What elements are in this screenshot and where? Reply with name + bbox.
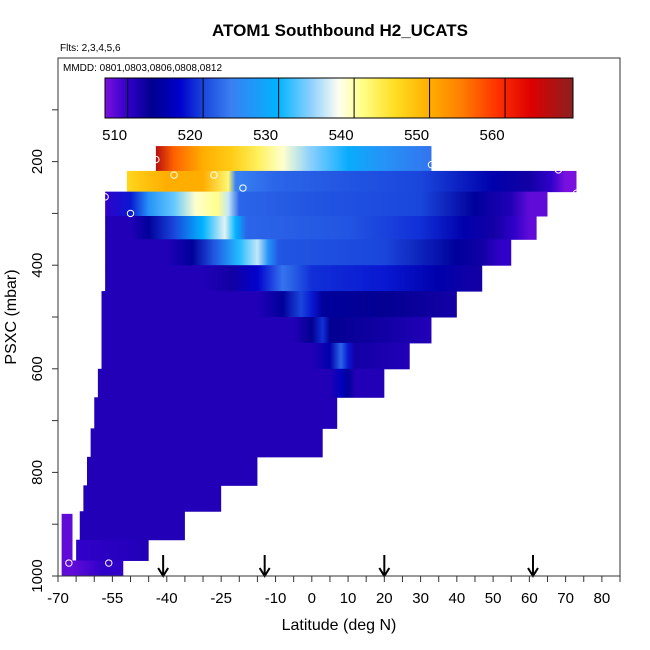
heatmap-layer [72,560,124,577]
sample-point [152,155,160,164]
heatmap-layer [105,191,548,217]
x-tick-label: -25 [210,590,232,607]
x-axis-label: Latitude (deg N) [282,617,397,634]
sample-point [101,193,109,201]
x-tick-label: 0 [308,590,316,607]
heatmap-layers [61,146,577,577]
x-tick-label: 50 [485,590,502,607]
sample-point [239,184,247,192]
heatmap-layer [87,456,258,486]
heatmap-layer [79,511,185,541]
sample-point [65,559,73,567]
y-tick-label: 400 [29,253,46,278]
y-tick-label: 800 [29,460,46,485]
heatmap-layer [126,170,577,193]
colorbar-tick-label: 560 [480,127,505,144]
x-tick-label: 40 [448,590,465,607]
heatmap-layer [105,215,537,240]
chart-title: ATOM1 Southbound H2_UCATS [212,21,468,40]
x-tick-label: 60 [521,590,538,607]
colorbar-tick-label: 530 [253,127,278,144]
flight-arrows [157,555,539,578]
x-axis: -70 -55 -40 -25 -10 0 10 20 30 40 50 60 70 80 [47,576,621,607]
colorbar-ramp [104,77,574,119]
colorbar-ticks: 510 520 530 540 550 560 [102,78,506,144]
x-tick-label: 30 [412,590,429,607]
sample-point [210,171,218,179]
x-tick-label: -40 [156,590,178,607]
x-tick-label: 20 [376,590,393,607]
x-tick-label: -70 [47,590,69,607]
sample-point [170,171,178,179]
colorbar: 510 520 530 540 550 560 [102,77,574,144]
colorbar-tick-label: 550 [404,127,429,144]
subtitle-flights: Flts: 2,3,4,5,6 [60,43,121,54]
sample-points [65,155,581,567]
sample-point [362,404,370,412]
y-tick-label: 600 [29,356,46,381]
heatmap-layer [105,239,512,266]
heatmap-layer [101,317,432,344]
heatmap-layer [97,368,385,398]
heatmap-layer [94,397,338,429]
colorbar-tick-label: 540 [329,127,354,144]
colorbar-tick-label: 520 [178,127,203,144]
x-tick-label: 10 [340,590,357,607]
sample-point [554,166,563,174]
x-tick-label: -55 [102,590,124,607]
heatmap-layer [105,265,483,292]
heatmap-edge-strip [61,513,73,576]
heatmap-layer [101,291,457,318]
sample-point [427,161,436,169]
x-tick-label: 70 [557,590,574,607]
sample-point [126,209,135,218]
y-tick-label: 200 [29,149,46,174]
heatmap-layer [76,539,149,561]
colorbar-tick-label: 510 [102,127,127,144]
heatmap-layer [155,146,432,172]
heatmap-layer [83,485,222,512]
y-tick-label: 1000 [29,559,46,592]
x-tick-label: -10 [265,590,287,607]
y-axis-label: PSXC (mbar) [3,269,20,364]
sample-point [105,559,113,567]
y-axis: 200 400 600 800 1000 [29,109,58,593]
heatmap-layer [90,428,323,458]
sample-point [572,189,581,197]
subtitle-dates: MMDD: 0801,0803,0806,0808,0812 [63,63,222,74]
heatmap-layer [101,342,410,370]
x-tick-label: 80 [594,590,611,607]
